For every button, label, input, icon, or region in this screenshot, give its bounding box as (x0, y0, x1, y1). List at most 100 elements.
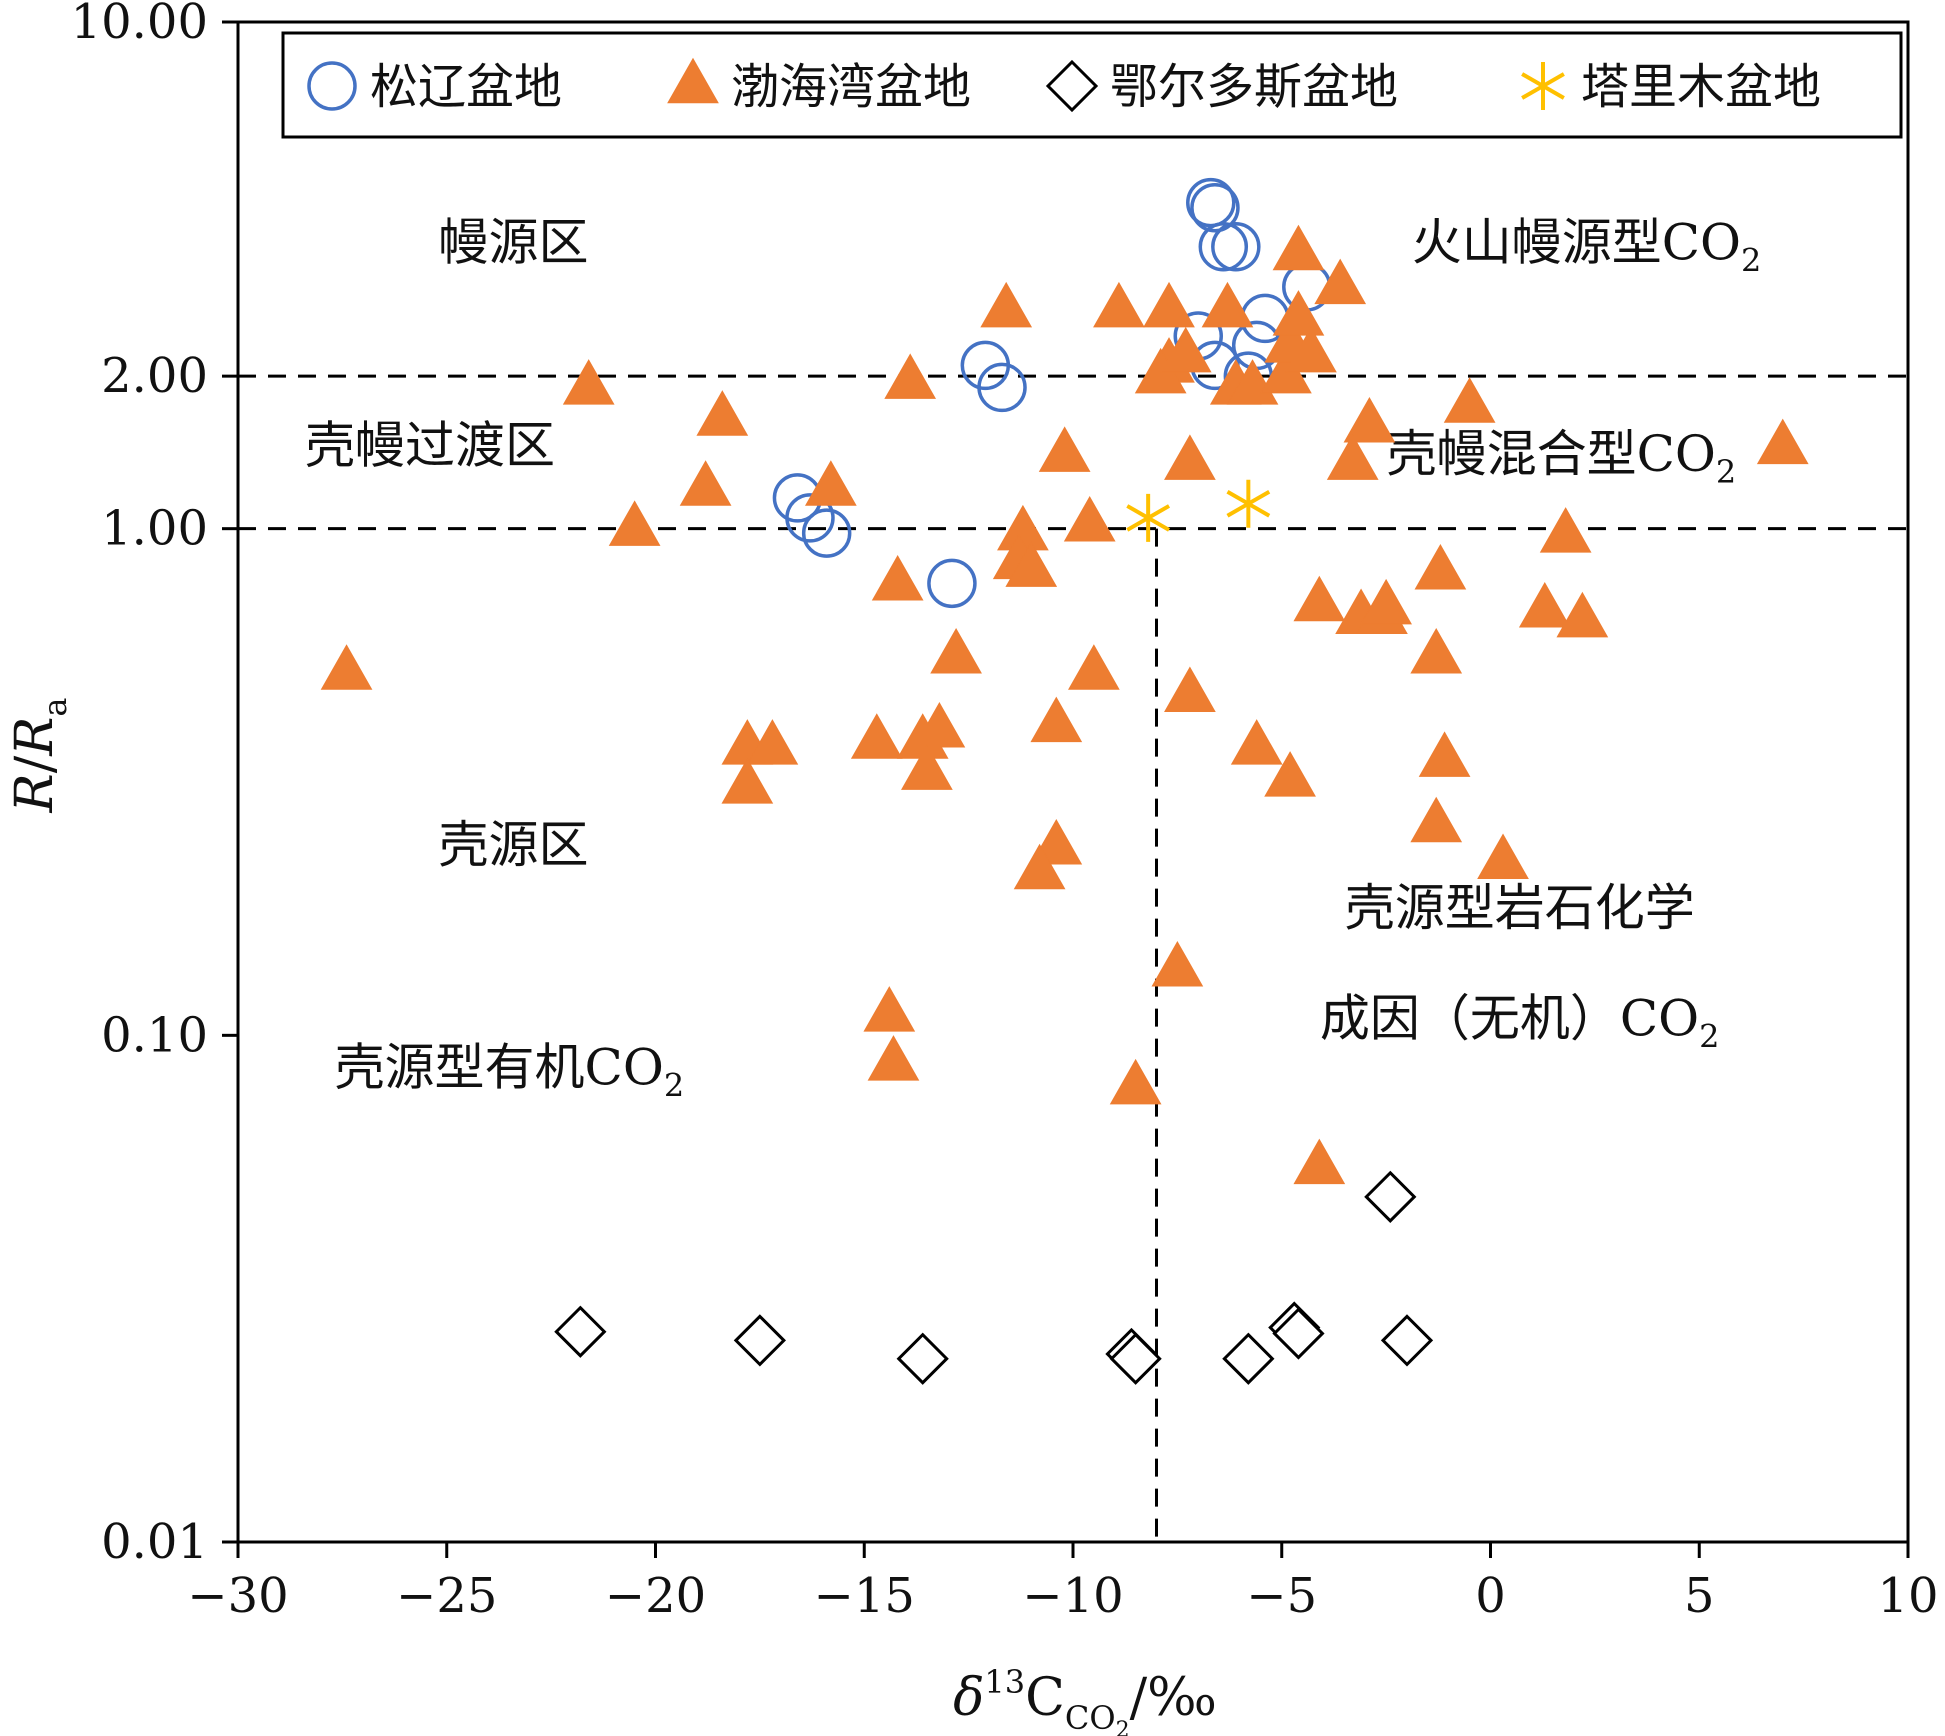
x-tick-label: −20 (605, 1568, 706, 1624)
data-point-triangle (1414, 544, 1467, 590)
legend-entry: 松辽盆地 (307, 59, 562, 115)
y-axis-title: R/Ra (5, 698, 74, 814)
data-point-triangle (608, 500, 661, 546)
data-point-triangle (1518, 582, 1571, 628)
data-point-triangle (1326, 434, 1379, 480)
data-point-triangle (1230, 719, 1283, 765)
data-point-triangle (930, 627, 982, 674)
data-point-circle (785, 493, 835, 543)
y-tick-label: 1.00 (101, 501, 208, 557)
data-point-asterisk (1126, 493, 1171, 542)
y-tick-label: 0.10 (101, 1007, 208, 1063)
data-point-diamond (1109, 1332, 1162, 1385)
data-point-triangle (1063, 496, 1116, 542)
data-point-diamond (733, 1314, 786, 1367)
data-point-circle (1211, 222, 1261, 272)
data-point-triangle (850, 713, 903, 759)
x-axis-title-sup: 13 (984, 1663, 1025, 1701)
data-point-circle (307, 61, 357, 111)
data-point-triangle (1293, 1138, 1346, 1185)
data-point-diamond (1222, 1332, 1275, 1385)
data-point-triangle (1756, 418, 1809, 465)
data-point-triangle (863, 986, 916, 1032)
data-point-triangle (884, 353, 937, 399)
series-group (554, 1170, 1434, 1385)
data-point-asterisk (1226, 479, 1271, 528)
data-point-triangle (1164, 434, 1216, 480)
data-point-triangle (804, 460, 857, 506)
data-point-diamond (1380, 1314, 1434, 1367)
data-point-triangle (1410, 796, 1463, 843)
data-point-triangle (1272, 224, 1325, 271)
data-point-triangle (871, 555, 924, 601)
asterisk-stroke (1521, 72, 1565, 100)
data-points (320, 177, 1809, 1385)
data-point-triangle (1443, 377, 1496, 423)
data-point-triangle (1418, 731, 1471, 777)
x-axis-title: δ13CCO2/‰ (953, 1663, 1217, 1736)
data-point-circle (927, 558, 977, 609)
data-point-triangle (901, 744, 953, 790)
data-point-triangle (867, 1035, 920, 1081)
x-axis-title-unit: /‰ (1130, 1668, 1217, 1728)
data-point-triangle (1068, 644, 1120, 690)
data-point-triangle (1093, 281, 1145, 328)
legend-label: 渤海湾盆地 (731, 59, 971, 115)
series-group (320, 224, 1809, 1185)
x-tick-label: 0 (1475, 1568, 1506, 1624)
data-point-triangle (1151, 941, 1204, 987)
x-tick-label: −5 (1246, 1568, 1317, 1624)
data-point-triangle (1293, 575, 1346, 622)
region-label: 壳幔过渡区 (305, 417, 555, 475)
y-tick-label: 0.01 (101, 1514, 208, 1570)
region-label: 壳源型岩石化学 (1345, 879, 1695, 937)
data-point-triangle (1013, 843, 1066, 890)
data-point-triangle (1005, 541, 1058, 587)
legend-entry: 渤海湾盆地 (667, 57, 971, 115)
data-point-triangle (1038, 426, 1091, 472)
data-point-diamond (1364, 1170, 1417, 1223)
x-axis-title-sub2: 2 (1116, 1718, 1130, 1736)
x-tick-label: −10 (1022, 1568, 1123, 1624)
asterisk-stroke (1126, 504, 1171, 532)
x-tick-label: −25 (396, 1568, 497, 1624)
data-point-triangle (1264, 751, 1316, 797)
data-point-triangle (1109, 1058, 1162, 1105)
region-label: 壳幔混合型CO2 (1387, 425, 1737, 491)
data-point-diamond (1045, 59, 1099, 113)
data-point-triangle (1360, 578, 1412, 625)
data-point-triangle (913, 701, 966, 748)
data-point-triangle (1272, 290, 1325, 336)
data-point-triangle (562, 359, 615, 405)
reference-lines (238, 374, 1908, 1542)
legend-entry: 鄂尔多斯盆地 (1045, 59, 1398, 115)
data-point-triangle (1556, 591, 1609, 638)
region-label: 火山幔源型CO2 (1412, 213, 1762, 279)
data-point-circle (977, 362, 1027, 413)
data-point-triangle (1314, 258, 1367, 305)
region-label: 成因（无机）CO2 (1320, 989, 1720, 1055)
x-axis-title-sub: CO (1065, 1699, 1116, 1736)
data-point-triangle (1343, 396, 1396, 443)
data-point-circle (1190, 182, 1240, 233)
data-point-triangle (1030, 696, 1083, 743)
data-point-triangle (679, 460, 732, 506)
data-point-triangle (1143, 281, 1195, 328)
data-point-triangle (721, 758, 774, 804)
data-point-circle (1198, 222, 1249, 272)
region-label: 壳源区 (439, 816, 589, 874)
data-point-circle (801, 508, 852, 558)
y-axis: 0.01 0.10 1.00 2.00 10.00 (71, 0, 238, 1570)
data-point-triangle (1539, 507, 1592, 553)
x-tick-label: −15 (814, 1568, 915, 1624)
x-axis: −30 −25 −20 −15 −10 −5 0 5 10 (187, 1542, 1939, 1624)
data-point-triangle (1477, 833, 1529, 880)
data-point-diamond (896, 1332, 949, 1385)
data-point-triangle (1201, 281, 1254, 328)
x-axis-title-delta: δ (953, 1668, 984, 1728)
data-point-triangle (746, 719, 799, 765)
data-point-triangle (696, 390, 749, 436)
series-group (1126, 479, 1271, 542)
y-axis-title-r: R (5, 773, 65, 813)
